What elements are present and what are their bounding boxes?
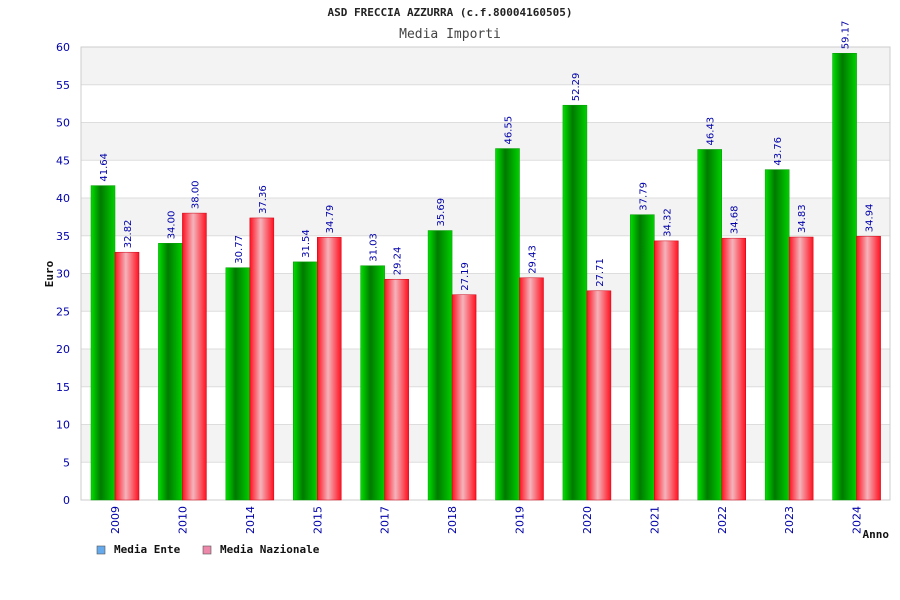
x-tick-label-2017: 2017	[379, 506, 392, 534]
data-label-media-ente-2010: 34.00	[166, 211, 177, 240]
grid-band	[81, 273, 890, 312]
bar-media-nazionale-2017	[384, 278, 409, 501]
data-label-media-ente-2009: 41.64	[99, 153, 110, 182]
bar-media-ente-2010	[158, 243, 183, 501]
data-label-media-nazionale-2009: 32.82	[123, 220, 134, 249]
bar-media-ente-2022	[697, 149, 722, 501]
data-label-media-nazionale-2010: 38.00	[190, 180, 201, 209]
y-tick-label: 30	[56, 268, 70, 281]
x-axis-label: Anno	[863, 528, 890, 541]
data-label-media-nazionale-2023: 34.83	[797, 204, 808, 233]
grid-band	[81, 424, 890, 463]
grid-band	[81, 122, 890, 161]
data-label-media-nazionale-2014: 37.36	[258, 185, 269, 214]
legend-swatch-media-ente	[96, 545, 106, 555]
bars	[90, 53, 881, 501]
bar-media-nazionale-2023	[788, 236, 814, 501]
x-tick-label-2009: 2009	[109, 506, 122, 534]
bar-media-nazionale-2019	[519, 277, 544, 501]
x-tick-label-2015: 2015	[311, 506, 324, 534]
data-label-media-ente-2020: 52.29	[571, 73, 582, 102]
y-tick-label: 10	[56, 419, 70, 432]
data-label-media-ente-2018: 35.69	[436, 198, 447, 227]
bar-media-nazionale-2021	[654, 240, 679, 501]
grid-band	[81, 198, 890, 236]
y-tick-label: 60	[56, 41, 70, 54]
data-label-media-nazionale-2017: 29.24	[393, 247, 404, 276]
bar-media-nazionale-2009	[114, 251, 140, 501]
data-label-media-nazionale-2024: 34.94	[865, 204, 876, 233]
chart-title: ASD FRECCIA AZZURRA (c.f.80004160505)	[327, 6, 572, 19]
bar-media-ente-2020	[562, 104, 588, 501]
legend-label-media-ente: Media Ente	[114, 543, 181, 556]
data-label-media-nazionale-2020: 27.71	[595, 258, 606, 287]
data-label-media-ente-2019: 46.55	[504, 116, 515, 145]
data-label-media-ente-2022: 46.43	[706, 117, 717, 146]
chart-subtitle: Media Importi	[399, 27, 501, 42]
x-tick-label-2020: 2020	[581, 506, 594, 534]
x-tick-label-2023: 2023	[783, 506, 796, 534]
data-label-media-ente-2021: 37.79	[638, 182, 649, 211]
y-axis-ticks: 0 5 10 15 20 25 30 35 40 45 50 55 60	[56, 41, 70, 507]
x-tick-label-2022: 2022	[716, 506, 729, 534]
legend-swatch-media-nazionale	[202, 545, 212, 555]
y-axis-label: Euro	[43, 260, 56, 287]
data-label-media-ente-2015: 31.54	[301, 229, 312, 258]
bar-media-ente-2024	[832, 53, 857, 501]
x-axis-ticks: 2009 2010 2014 2015 2017 2018 2019 2020 2021 2022…	[109, 506, 864, 534]
data-label-media-nazionale-2015: 34.79	[325, 205, 336, 234]
y-tick-label: 35	[56, 230, 70, 243]
bar-media-ente-2014	[225, 267, 251, 501]
x-tick-label-2021: 2021	[648, 506, 661, 534]
bar-media-nazionale-2018	[451, 294, 477, 501]
bar-media-ente-2018	[427, 230, 453, 501]
y-tick-label: 50	[56, 117, 70, 130]
grid-band	[81, 47, 890, 85]
data-label-media-nazionale-2021: 34.32	[662, 208, 673, 237]
y-tick-label: 20	[56, 343, 70, 356]
data-label-media-ente-2017: 31.03	[369, 233, 380, 262]
bar-media-ente-2023	[764, 169, 790, 501]
y-tick-label: 5	[63, 456, 70, 469]
y-tick-label: 55	[56, 79, 70, 92]
bar-media-nazionale-2024	[856, 235, 881, 501]
grid-band	[81, 349, 890, 387]
bar-media-ente-2009	[90, 185, 116, 501]
bar-media-ente-2015	[293, 261, 318, 501]
y-tick-label: 45	[56, 154, 70, 167]
x-tick-label-2014: 2014	[244, 506, 257, 534]
legend-label-media-nazionale: Media Nazionale	[220, 543, 320, 556]
data-label-media-nazionale-2022: 34.68	[730, 206, 741, 235]
y-tick-label: 15	[56, 381, 70, 394]
bar-media-nazionale-2014	[249, 217, 275, 501]
data-label-media-ente-2023: 43.76	[773, 137, 784, 166]
data-label-media-nazionale-2019: 29.43	[528, 245, 539, 274]
bar-media-nazionale-2010	[182, 212, 207, 501]
x-tick-label-2010: 2010	[176, 506, 189, 534]
grid-bands	[81, 47, 890, 463]
y-tick-label: 25	[56, 305, 70, 318]
x-tick-label-2024: 2024	[851, 506, 864, 534]
data-label-media-ente-2014: 30.77	[234, 235, 245, 264]
plot-area-frame	[80, 46, 891, 501]
data-label-media-nazionale-2018: 27.19	[460, 262, 471, 291]
bar-media-ente-2021	[630, 214, 655, 501]
bar-media-ente-2017	[360, 265, 385, 501]
bar-media-nazionale-2015	[317, 237, 342, 501]
y-tick-label: 0	[63, 494, 70, 507]
x-tick-label-2019: 2019	[514, 506, 527, 534]
bar-media-nazionale-2020	[586, 290, 612, 501]
bar-media-nazionale-2022	[721, 237, 746, 501]
bar-media-ente-2019	[495, 148, 520, 501]
legend: Media Ente Media Nazionale	[96, 543, 320, 556]
y-tick-label: 40	[56, 192, 70, 205]
x-tick-label-2018: 2018	[446, 506, 459, 534]
data-label-media-ente-2024: 59.17	[841, 21, 852, 50]
data-labels: 41.64 32.82 34.00 38.00 30.77 37.36 31.54 34.79…	[99, 21, 876, 291]
